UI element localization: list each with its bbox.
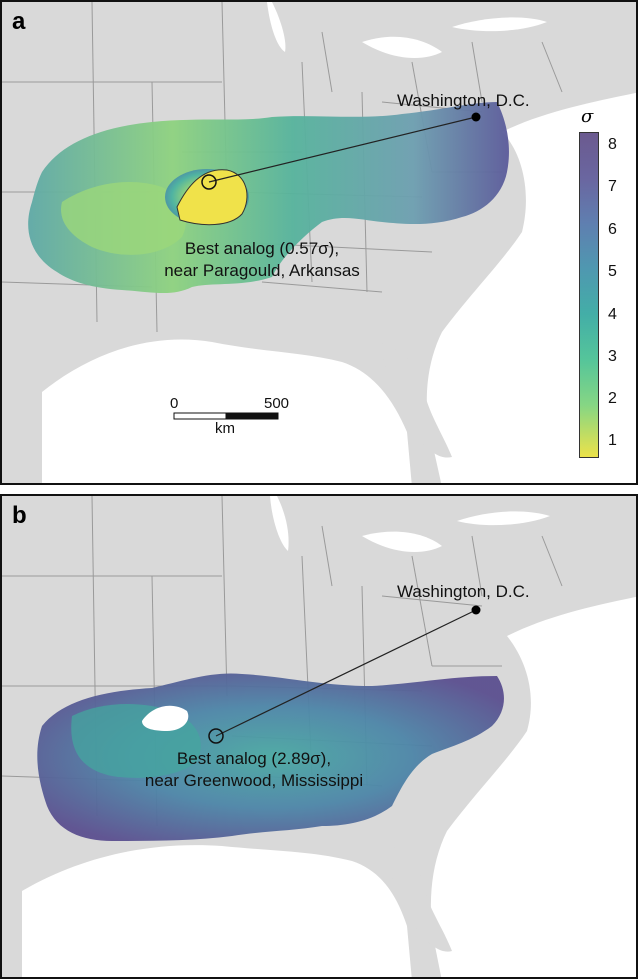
atlantic-ocean [430,596,636,977]
city-label-a: Washington, D.C. [397,91,530,110]
washington-dc-marker-b [471,605,481,615]
scalebar-white [173,412,227,420]
colorbar-tick-2: 2 [608,390,617,407]
florida [377,342,452,458]
connector-line-a [208,116,477,183]
gulf-of-mexico [42,339,412,483]
map-b [2,496,636,977]
connector-line-b [215,609,477,737]
colorbar-tick-8: 8 [608,136,617,153]
colorbar-tick-4: 4 [608,306,617,323]
panel-b: b Washington, D.C. Best analog (2.89σ), … [0,494,638,979]
panel-letter-b: b [12,502,27,529]
analog-label-a-line1: Best analog (0.57σ), [184,239,340,258]
colorbar-tick-3: 3 [608,348,617,365]
florida [380,841,452,952]
best-analog-marker-a [201,174,217,190]
analog-label-a: Best analog (0.57σ), near Paragould, Ark… [152,238,372,282]
analog-subregion-a [61,182,186,255]
analog-label-b-line2: near Greenwood, Mississippi [144,771,364,790]
washington-dc-marker-a [471,112,481,122]
colorbar-tick-1: 1 [608,432,617,449]
colorbar-tick-7: 7 [608,178,617,195]
lake-ontario [452,17,547,32]
gulf-of-mexico [22,845,412,977]
lake-erie [362,36,442,58]
colorbar-tick-6: 6 [608,221,617,238]
colorbar-title: σ [581,106,594,127]
analog-label-b-line1: Best analog (2.89σ), [176,749,332,768]
panel-a: a Washington, D.C. Best analog (0.57σ), … [0,0,638,485]
scalebar-black [225,412,279,420]
analog-label-a-line2: near Paragould, Arkansas [164,261,360,280]
lake-michigan [270,496,289,551]
scalebar-start-label: 0 [170,395,179,412]
colorbar [579,132,599,458]
lake-erie [362,531,442,552]
city-label-b: Washington, D.C. [397,582,530,601]
colorbar-tick-5: 5 [608,263,617,280]
analog-label-b: Best analog (2.89σ), near Greenwood, Mis… [134,748,374,792]
lake-gap-b [142,705,189,731]
panel-letter-a: a [12,8,26,35]
lake-michigan [267,2,286,52]
scalebar-unit-label: km [215,420,235,437]
lake-ontario [457,511,550,526]
best-analog-outline-a [176,169,248,226]
scalebar-end-label: 500 [264,395,290,412]
best-analog-marker-b [208,728,224,744]
